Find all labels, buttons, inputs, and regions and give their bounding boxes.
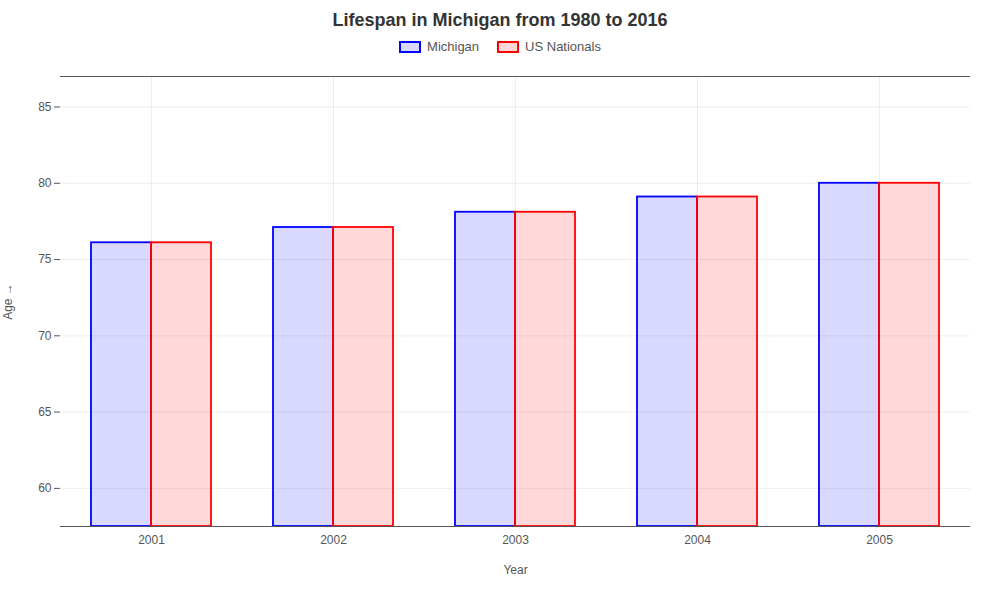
svg-text:85: 85: [38, 100, 52, 114]
svg-text:2002: 2002: [320, 533, 347, 547]
html-text:Michigan: Michigan: [427, 39, 480, 54]
svg-text:75: 75: [38, 252, 52, 266]
svg-text:Age →: Age →: [1, 283, 15, 320]
svg-text:80: 80: [38, 176, 52, 190]
svg-text:2004: 2004: [684, 533, 711, 547]
svg-text:Year: Year: [503, 563, 527, 577]
svg-text:70: 70: [38, 329, 52, 343]
html-text:US Nationals: US Nationals: [525, 39, 601, 54]
svg-text:2001: 2001: [138, 533, 165, 547]
svg-text:2003: 2003: [502, 533, 529, 547]
svg-text:65: 65: [38, 405, 52, 419]
html-text:Lifespan in Michigan from 1980: Lifespan in Michigan from 1980 to 2016: [332, 10, 668, 30]
svg-text:2005: 2005: [866, 533, 893, 547]
svg-text:60: 60: [38, 481, 52, 495]
